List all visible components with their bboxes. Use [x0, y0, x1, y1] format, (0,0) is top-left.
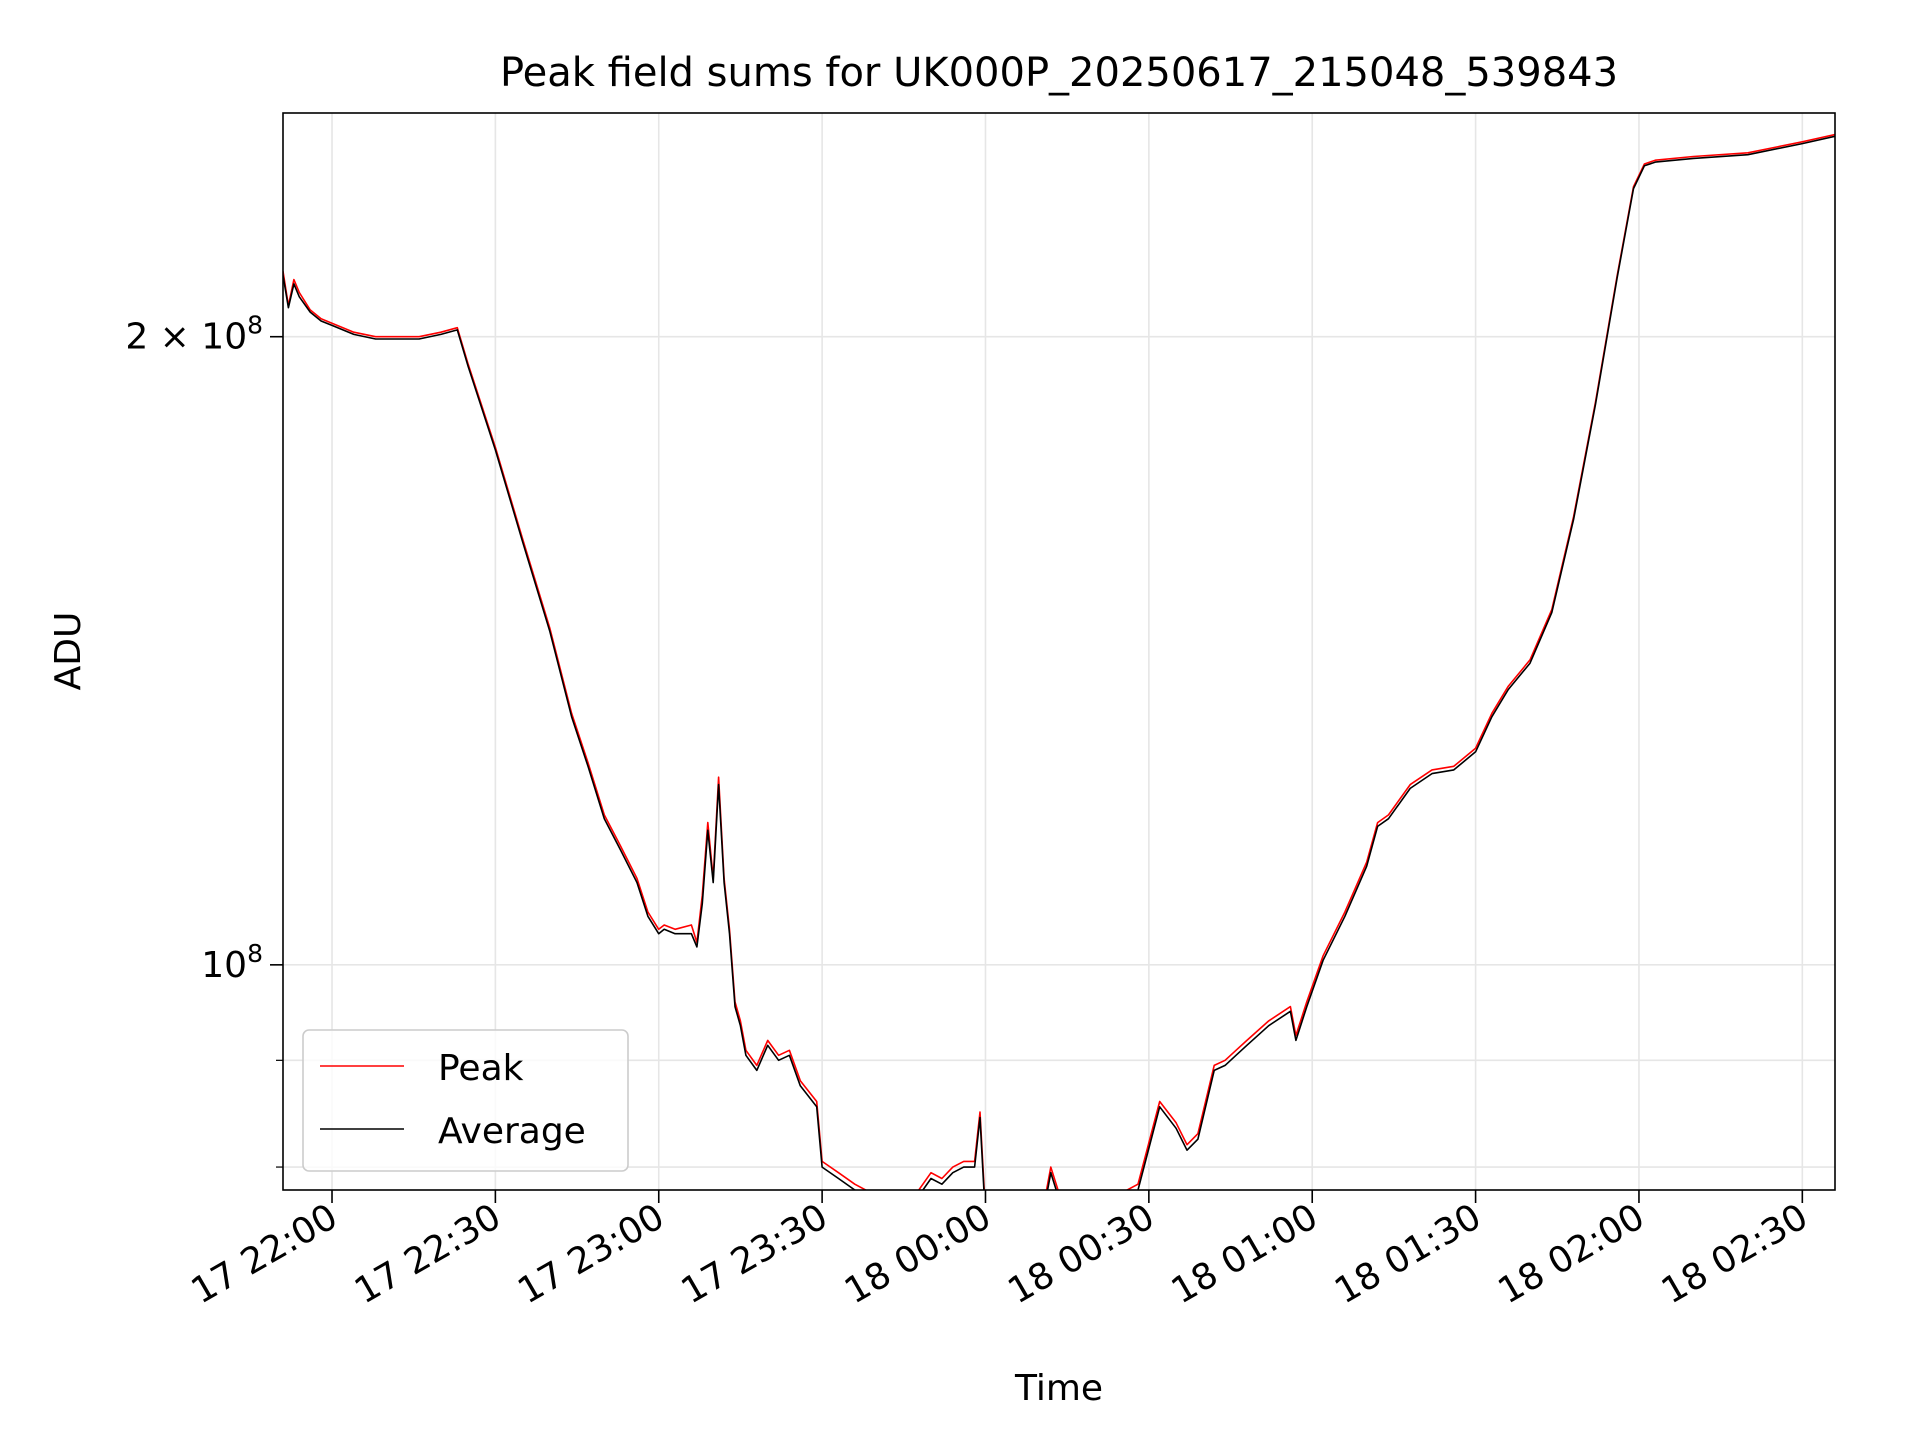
- y-tick-label: 2 × 108: [125, 311, 263, 358]
- y-tick-label-exponent: 8: [247, 939, 263, 968]
- y-tick-label-base: 2 × 10: [125, 317, 247, 358]
- y-tick-label: 108: [201, 939, 263, 986]
- gridlines: [283, 113, 1835, 1190]
- plot-frame: [282, 112, 1836, 1191]
- legend: Peak Average: [302, 1029, 629, 1172]
- legend-label-average: Average: [438, 1111, 586, 1152]
- series-line-peak: [283, 133, 1835, 1190]
- y-tick-label-base: 10: [201, 945, 247, 986]
- chart-title: Peak field sums for UK000P_20250617_2150…: [500, 50, 1618, 96]
- series-lines: [283, 133, 1835, 1190]
- series-line-average: [283, 135, 1835, 1190]
- y-axis-label: ADU: [48, 612, 89, 691]
- x-axis-label: Time: [1014, 1368, 1103, 1409]
- y-tick-label-exponent: 8: [247, 311, 263, 340]
- legend-label-peak: Peak: [438, 1048, 524, 1089]
- plot-area: [283, 113, 1835, 1190]
